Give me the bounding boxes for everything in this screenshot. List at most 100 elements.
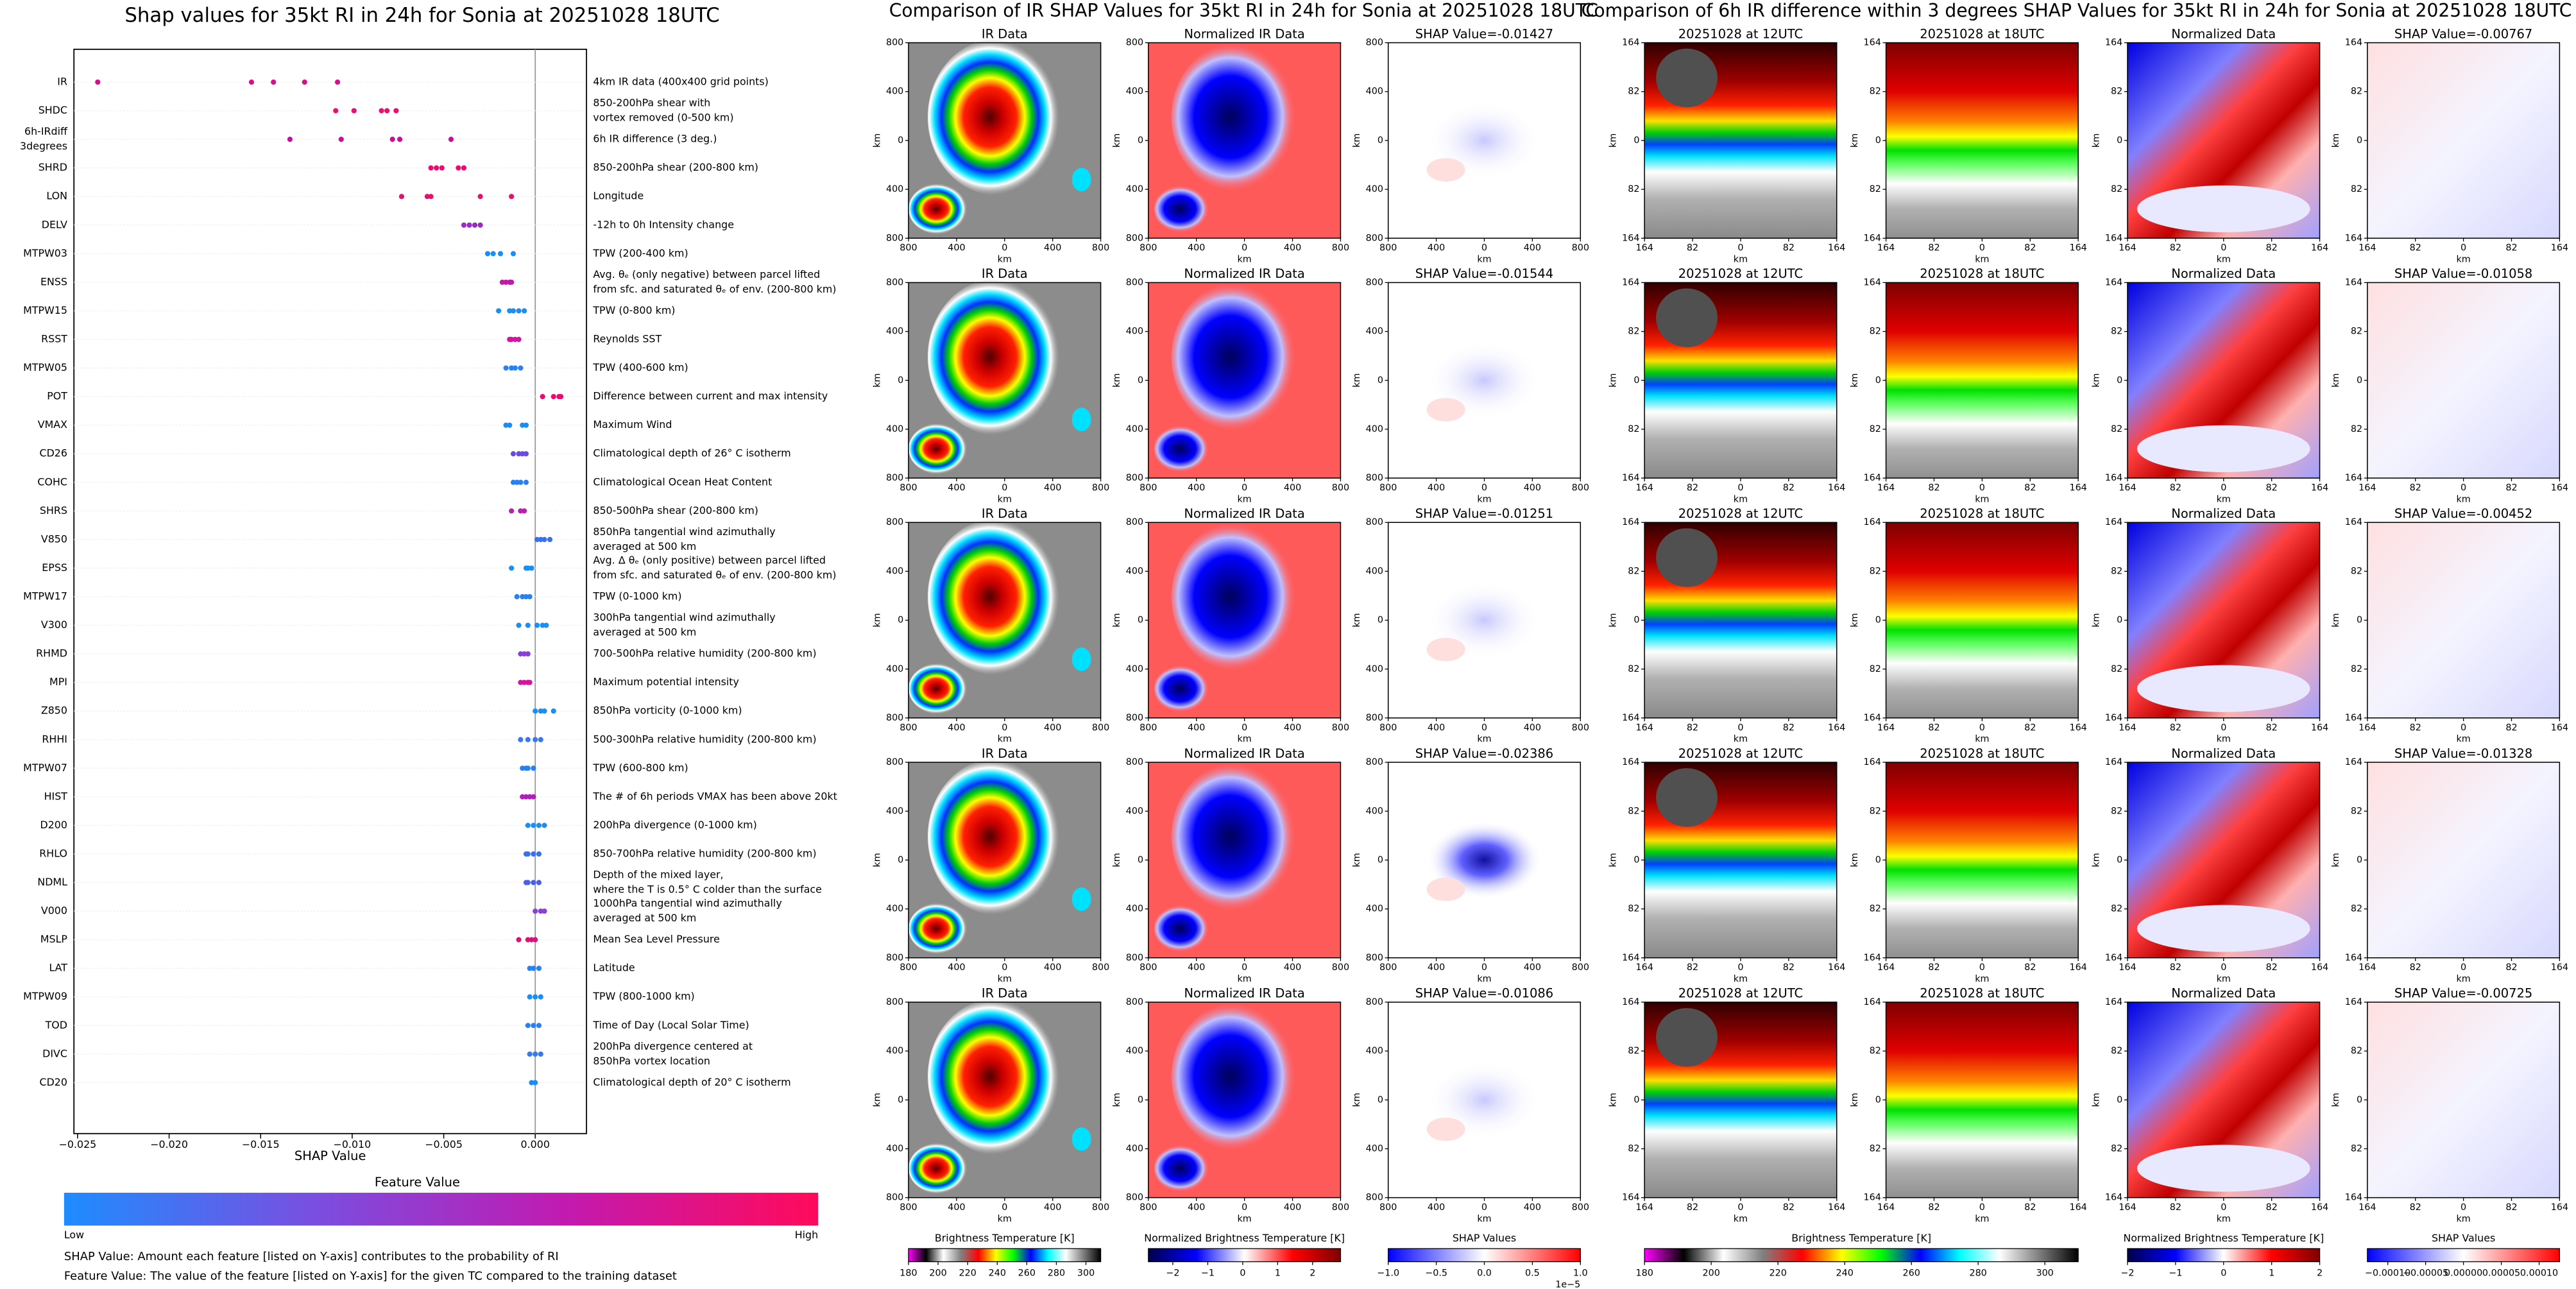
y-tick-label: 82 bbox=[2351, 184, 2362, 194]
x-tick-label: 0 bbox=[1241, 482, 1247, 493]
y-tick-label: 82 bbox=[1870, 184, 1881, 194]
y-tick-label: 0 bbox=[1138, 375, 1143, 386]
feature-description: -12h to 0h Intensity change bbox=[593, 218, 734, 230]
colorbar bbox=[1148, 1248, 1342, 1263]
point bbox=[533, 737, 538, 742]
x-tick-label: 164 bbox=[1635, 962, 1653, 973]
y-axis-label: km bbox=[1112, 613, 1122, 627]
point bbox=[550, 708, 556, 714]
y-tick-label: 800 bbox=[1366, 997, 1383, 1007]
x-tick-label: −0.015 bbox=[242, 1138, 280, 1150]
point bbox=[518, 479, 524, 485]
panel-title: 20251028 at 18UTC bbox=[1920, 506, 2044, 521]
x-tick-label: 82 bbox=[1928, 243, 1940, 253]
y-tick-label: 800 bbox=[1366, 953, 1383, 963]
y-tick-label: 400 bbox=[886, 566, 903, 576]
y-tick-label: 82 bbox=[1870, 904, 1881, 914]
x-tick-label: 0 bbox=[1979, 1202, 1985, 1213]
point bbox=[533, 937, 538, 943]
image-feature bbox=[927, 278, 1066, 436]
x-tick-label: 0 bbox=[1241, 243, 1247, 253]
x-tick-label: 800 bbox=[1332, 482, 1349, 493]
x-axis-label: km bbox=[1734, 255, 1748, 265]
panel-title: Normalized IR Data bbox=[1184, 506, 1304, 521]
x-tick-label: 400 bbox=[948, 1202, 965, 1213]
x-axis-label: km bbox=[1238, 734, 1252, 744]
colorbar-tick-label: 180 bbox=[1635, 1268, 1653, 1278]
x-tick-label: 800 bbox=[1139, 722, 1157, 733]
panel-title: SHAP Value=-0.00452 bbox=[2394, 506, 2532, 521]
x-tick-label: 400 bbox=[1284, 1202, 1301, 1213]
y-tick-label: 0 bbox=[898, 375, 903, 386]
x-tick-label: 400 bbox=[1188, 1202, 1205, 1213]
point bbox=[456, 165, 461, 171]
feature-description: 500-300hPa relative humidity (200-800 km… bbox=[593, 733, 816, 745]
point bbox=[389, 137, 395, 142]
x-axis-label: km bbox=[998, 255, 1012, 265]
x-tick-label: 0 bbox=[1481, 1202, 1487, 1213]
image-feature bbox=[908, 183, 970, 235]
colorbar-tick-label: −1.0 bbox=[1377, 1268, 1399, 1278]
feature-description: 1000hPa tangential wind azimuthally bbox=[593, 897, 781, 909]
x-tick-label: 164 bbox=[2311, 1202, 2328, 1213]
x-tick-label: 164 bbox=[2358, 1202, 2376, 1213]
x-tick-label: 164 bbox=[1828, 962, 1845, 973]
point bbox=[522, 679, 527, 685]
point bbox=[529, 1080, 534, 1086]
y-axis-label: km bbox=[1352, 853, 1362, 867]
feature-label: ENSS bbox=[40, 275, 67, 287]
y-tick-label: 400 bbox=[1126, 1143, 1143, 1154]
feature-description: averaged at 500 km bbox=[593, 912, 696, 924]
panel-title: Normalized IR Data bbox=[1184, 986, 1304, 1001]
x-tick-label: 800 bbox=[1139, 1202, 1157, 1213]
point bbox=[393, 108, 399, 114]
x-tick-label: 0 bbox=[1737, 243, 1743, 253]
y-axis-label: km bbox=[1608, 853, 1618, 867]
x-tick-label: 82 bbox=[1687, 482, 1698, 493]
feature-description: TPW (200-400 km) bbox=[592, 247, 688, 259]
y-tick-label: 164 bbox=[1622, 713, 1639, 723]
y-tick-label: 82 bbox=[2351, 327, 2362, 337]
y-tick-label: 0 bbox=[898, 1095, 903, 1105]
image bbox=[1886, 1002, 2079, 1198]
feature-label: RHHI bbox=[42, 733, 67, 745]
x-tick-label: 400 bbox=[1284, 243, 1301, 253]
y-tick-label: 164 bbox=[2345, 517, 2362, 527]
x-tick-label: 0 bbox=[1979, 243, 1985, 253]
x-tick-label: 164 bbox=[1877, 962, 1895, 973]
y-tick-label: 400 bbox=[1126, 87, 1143, 97]
y-tick-label: 800 bbox=[1366, 517, 1383, 527]
point bbox=[522, 651, 527, 657]
y-tick-label: 82 bbox=[2111, 1046, 2122, 1056]
y-tick-label: 800 bbox=[1126, 517, 1143, 527]
x-tick-label: 800 bbox=[900, 482, 917, 493]
y-tick-label: 0 bbox=[2357, 615, 2362, 626]
colorbar-tick-label: −2 bbox=[2120, 1268, 2134, 1278]
y-tick-label: 82 bbox=[2351, 664, 2362, 674]
y-tick-label: 800 bbox=[886, 517, 903, 527]
y-tick-label: 164 bbox=[2345, 233, 2362, 243]
point bbox=[527, 679, 533, 685]
point bbox=[516, 336, 522, 343]
x-axis-label: km bbox=[2217, 255, 2231, 265]
y-tick-label: 0 bbox=[898, 135, 903, 146]
image-feature bbox=[1071, 167, 1091, 192]
point bbox=[424, 194, 430, 200]
colorbar-label: SHAP Values bbox=[1453, 1232, 1516, 1244]
y-tick-label: 0 bbox=[1378, 1095, 1383, 1105]
x-tick-label: 164 bbox=[1635, 722, 1653, 733]
point bbox=[509, 365, 515, 371]
x-tick-label: 0 bbox=[1241, 1202, 1247, 1213]
y-axis-label: km bbox=[2091, 133, 2101, 148]
colorbar-tick-label: 200 bbox=[929, 1268, 946, 1278]
x-tick-label: 164 bbox=[2119, 1202, 2136, 1213]
y-tick-label: 82 bbox=[1628, 327, 1639, 337]
colorbar-tick-label: 0.00000 bbox=[2444, 1268, 2482, 1278]
point bbox=[510, 451, 516, 457]
point bbox=[520, 422, 525, 428]
y-tick-label: 82 bbox=[2111, 566, 2122, 576]
point bbox=[518, 679, 524, 685]
y-tick-label: 400 bbox=[886, 184, 903, 194]
feature-description: 700-500hPa relative humidity (200-800 km… bbox=[593, 647, 816, 660]
